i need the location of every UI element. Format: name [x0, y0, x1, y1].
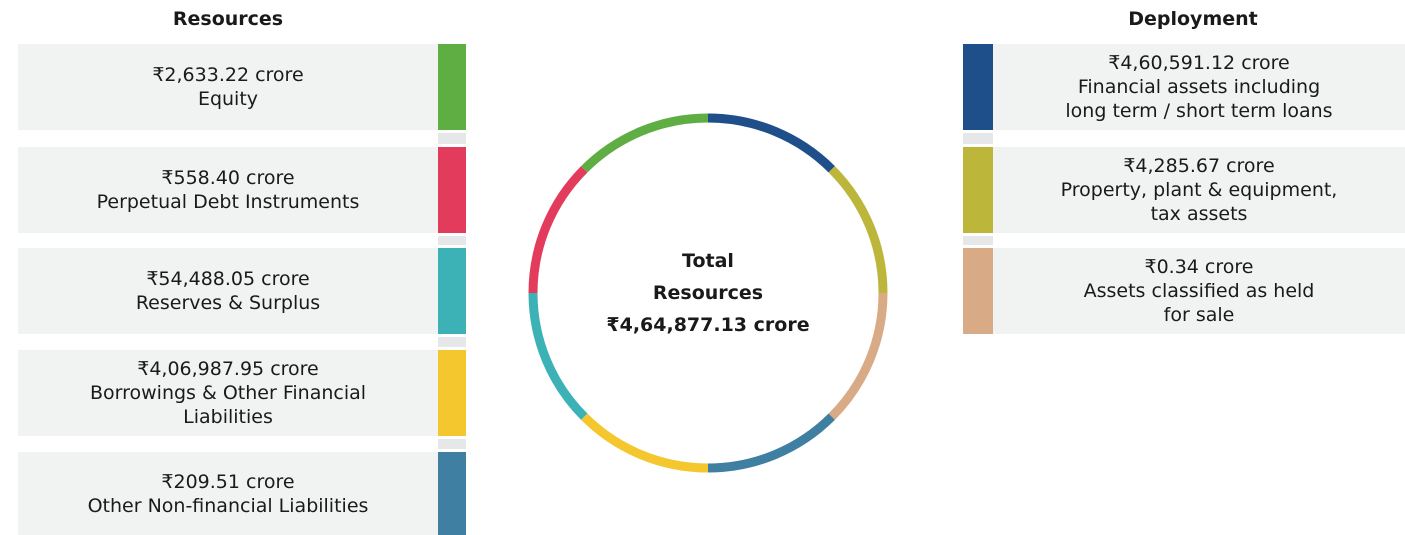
item-box: ₹558.40 crore Perpetual Debt Instruments [18, 147, 438, 233]
color-bar [438, 350, 466, 436]
item-label: for sale [1163, 304, 1235, 326]
bar-gap [438, 439, 466, 449]
ring-segment [528, 166, 588, 294]
item-amount: ₹558.40 crore [161, 167, 295, 189]
item-amount: ₹0.34 crore [1144, 256, 1254, 278]
bar-gap [963, 236, 993, 245]
item-box: ₹2,633.22 crore Equity [18, 44, 438, 130]
item-label: tax assets [1150, 203, 1248, 225]
item-box: ₹4,285.67 crore Property, plant & equipme… [993, 147, 1405, 233]
color-bar [438, 44, 466, 130]
center-text: Total [682, 250, 734, 272]
bar-gap [438, 133, 466, 144]
item-amount: ₹2,633.22 crore [152, 64, 304, 86]
center-text: ₹4,64,877.13 crore [606, 314, 810, 336]
color-bar [963, 248, 993, 334]
item-box: ₹0.34 crore Assets classified as held for … [993, 248, 1405, 334]
resources-title: Resources [172, 8, 284, 30]
ring-segment [581, 413, 709, 473]
center-text: Resources [652, 282, 764, 304]
color-bar [963, 147, 993, 233]
color-bar [438, 248, 466, 334]
item-label: Perpetual Debt Instruments [96, 191, 360, 213]
ring-segment [528, 292, 588, 420]
item-box: ₹4,60,591.12 crore Financial assets inclu… [993, 44, 1405, 130]
bar-gap [438, 337, 466, 347]
ring-segment [707, 413, 835, 473]
item-amount: ₹4,285.67 crore [1123, 155, 1275, 177]
item-label: Assets classified as held [1083, 280, 1315, 302]
bar-gap [438, 236, 466, 245]
item-amount: ₹54,488.05 crore [146, 268, 310, 290]
item-label: Property, plant & equipment, [1060, 179, 1338, 201]
item-label: long term / short term loans [1065, 100, 1333, 122]
item-box: ₹4,06,987.95 crore Borrowings & Other Fin… [18, 350, 438, 436]
ring-segment [581, 113, 709, 173]
item-amount: ₹4,06,987.95 crore [137, 358, 319, 380]
ring-segment [828, 166, 888, 294]
bar-gap [963, 133, 993, 144]
item-label: Other Non-financial Liabilities [87, 494, 369, 517]
item-amount: ₹4,60,591.12 crore [1108, 52, 1290, 74]
item-label: Financial assets including [1077, 76, 1321, 98]
item-label: Equity [197, 88, 259, 110]
item-label: Reserves & Surplus [135, 292, 321, 314]
item-amount: ₹209.51 crore [161, 470, 295, 493]
item-box: ₹209.51 crore Other Non-financial Liabili… [18, 452, 438, 535]
item-label: Borrowings & Other Financial [89, 382, 367, 404]
deployment-title: Deployment [1128, 8, 1258, 30]
color-bar [438, 147, 466, 233]
color-bar [963, 44, 993, 130]
item-label: Liabilities [183, 406, 273, 428]
ring-segment [828, 292, 888, 420]
color-bar [438, 452, 466, 535]
ring-segment [707, 113, 835, 173]
item-box: ₹54,488.05 crore Reserves & Surplus [18, 248, 438, 334]
